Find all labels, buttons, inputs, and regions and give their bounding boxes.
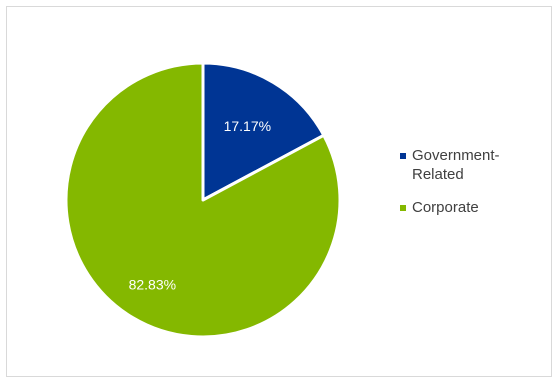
legend-item-corporate: Corporate [400,198,540,217]
pie-slices [64,61,342,339]
legend-label: Government-Related [412,147,500,183]
legend-label: Corporate [412,199,479,216]
legend: Government-Related Corporate [400,146,540,231]
legend-swatch [400,153,406,159]
legend-swatch [400,205,406,211]
data-label: 82.83% [129,277,176,293]
data-labels: 17.17% 82.83% [129,118,271,293]
data-label: 17.17% [224,118,271,134]
legend-item-government-related: Government-Related [400,146,540,184]
pie-slice-corporate [64,61,342,339]
pie-slice-government-related [201,61,326,202]
